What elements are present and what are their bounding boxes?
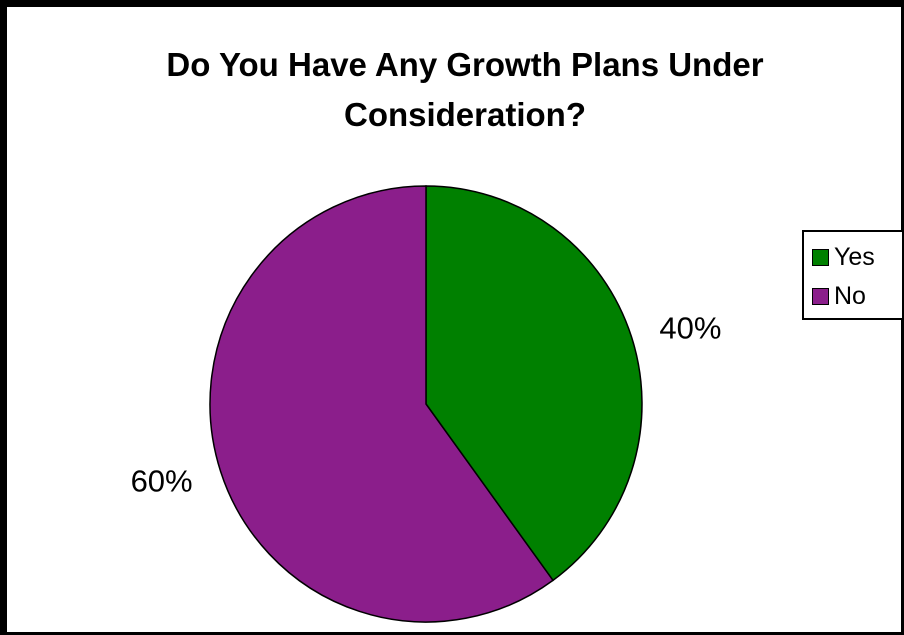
legend-swatch-yes — [812, 248, 829, 266]
legend: Yes No — [802, 230, 904, 320]
chart-title: Do You Have Any Growth Plans Under Consi… — [0, 40, 904, 140]
legend-label-no: No — [834, 281, 866, 310]
chart-title-line-1: Do You Have Any Growth Plans Under — [166, 46, 764, 83]
legend-item-yes: Yes — [812, 242, 875, 272]
legend-item-no: No — [812, 281, 866, 311]
pie-slice-yes — [425, 185, 643, 582]
data-label-yes: 40% — [659, 310, 721, 345]
legend-swatch-no — [812, 287, 829, 305]
pie-slice-no — [209, 185, 555, 623]
chart-title-line-2: Consideration? — [343, 96, 586, 133]
data-label-no: 60% — [131, 464, 193, 499]
legend-label-yes: Yes — [834, 242, 875, 271]
